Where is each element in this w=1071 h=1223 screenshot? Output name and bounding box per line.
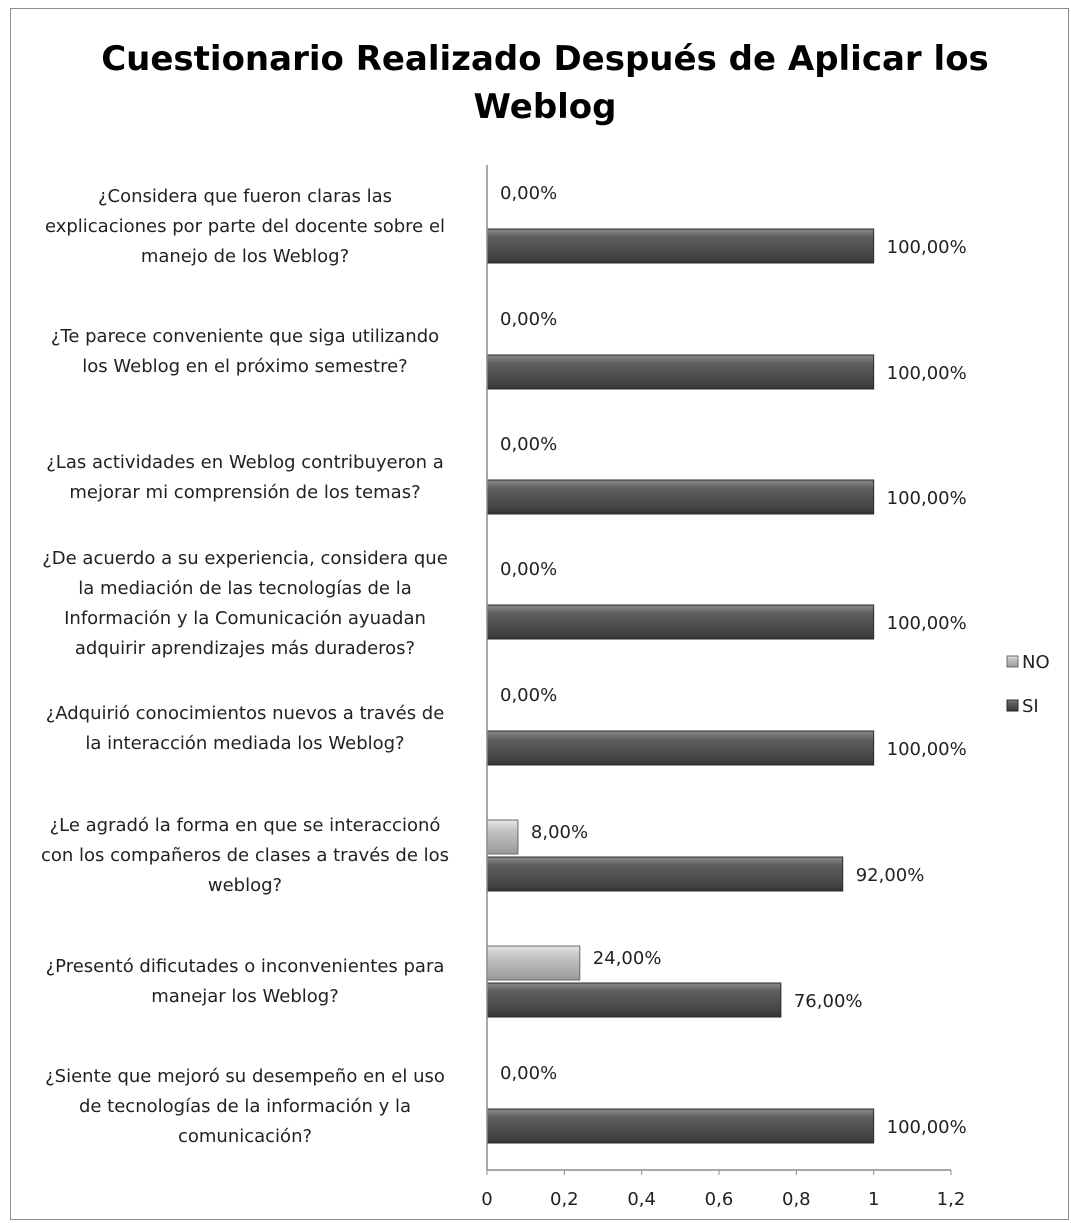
bar-no-7 [486,945,581,981]
data-label-no-3: 0,00% [500,434,557,455]
data-label-si-2: 100,00% [887,363,967,384]
chart-title-line-2: Weblog [473,87,616,127]
category-label-line: weblog? [208,875,282,896]
data-label-no-4: 0,00% [500,559,557,580]
category-label-line: ¿Presentó dificutades o inconvenientes p… [46,956,445,977]
legend-swatch [1006,655,1019,668]
category-label-line: ¿Adquirió conocimientos nuevos a través … [46,703,445,724]
bar-si-3 [486,479,875,515]
category-label-line: mejorar mi comprensión de los temas? [69,482,420,503]
data-label-si-5: 100,00% [887,739,967,760]
legend-swatch [1006,699,1019,712]
data-label-no-1: 0,00% [500,183,557,204]
category-label-line: comunicación? [178,1126,312,1147]
category-label-line: ¿Siente que mejoró su desempeño en el us… [45,1066,445,1087]
category-label-5: ¿Adquirió conocimientos nuevos a través … [46,703,445,754]
category-label-line: la interacción mediada los Weblog? [85,733,404,754]
category-label-3: ¿Las actividades en Weblog contribuyeron… [46,452,444,503]
bar-si-6 [486,856,844,892]
x-tick-label: 1,2 [937,1189,966,1210]
category-label-line: ¿Considera que fueron claras las [98,186,392,207]
bars: 100,00% 0,00% 100,00% 0,00% 100,00% 0,00% 100,… [486,183,967,1144]
data-label-si-6: 92,00% [856,865,925,886]
data-label-no-6: 8,00% [531,822,588,843]
bar-si-7 [486,982,782,1018]
data-label-si-4: 100,00% [887,613,967,634]
data-label-si-8: 100,00% [887,1117,967,1138]
x-tick-label: 0,6 [705,1189,734,1210]
bar-si-2 [486,354,875,390]
category-label-line: ¿De acuerdo a su experiencia, considera … [42,548,448,569]
category-labels: ¿Considera que fueron claras las explicac… [41,186,449,1147]
bar-si-4 [486,604,875,640]
category-label-line: ¿Te parece conveniente que siga utilizan… [51,326,439,347]
bar-si-1 [486,228,875,264]
category-label-1: ¿Considera que fueron claras las explicac… [45,186,445,267]
data-label-si-7: 76,00% [794,991,863,1012]
x-tick-label: 0 [481,1189,492,1210]
x-axis: 0 0,2 0,4 0,6 0,8 1 1,2 [481,165,965,1210]
bar-si-8 [486,1108,875,1144]
category-label-line: la mediación de las tecnologías de la [78,578,411,599]
category-label-line: adquirir aprendizajes más duraderos? [75,638,415,659]
data-label-no-5: 0,00% [500,685,557,706]
legend-item-si: SI [1006,696,1039,717]
data-label-no-2: 0,00% [500,309,557,330]
category-label-line: manejo de los Weblog? [141,246,349,267]
category-label-6: ¿Le agradó la forma en que se interaccio… [41,815,449,896]
category-label-line: los Weblog en el próximo semestre? [82,356,407,377]
legend: NO SI [1006,652,1050,717]
category-label-line: Información y la Comunicación ayuadan [64,608,426,629]
chart-title: Cuestionario Realizado Después de Aplica… [101,39,989,127]
legend-item-no: NO [1006,652,1050,673]
legend-label: NO [1022,652,1050,673]
category-label-line: ¿Le agradó la forma en que se interaccio… [50,815,441,836]
x-tick-label: 0,2 [550,1189,579,1210]
category-label-4: ¿De acuerdo a su experiencia, considera … [42,548,448,659]
bar-si-5 [486,730,875,766]
category-label-8: ¿Siente que mejoró su desempeño en el us… [45,1066,445,1147]
category-label-line: explicaciones por parte del docente sobr… [45,216,445,237]
data-label-si-1: 100,00% [887,237,967,258]
category-label-line: ¿Las actividades en Weblog contribuyeron… [46,452,444,473]
x-tick-label: 0,8 [782,1189,811,1210]
category-label-line: con los compañeros de clases a través de… [41,845,449,866]
bar-no-6 [486,819,519,855]
legend-label: SI [1022,696,1039,717]
x-tick-label: 1 [868,1189,879,1210]
data-label-si-3: 100,00% [887,488,967,509]
category-label-line: de tecnologías de la información y la [79,1096,411,1117]
chart-title-line-1: Cuestionario Realizado Después de Aplica… [101,39,989,79]
category-label-2: ¿Te parece conveniente que siga utilizan… [51,326,439,377]
data-label-no-7: 24,00% [593,948,662,969]
category-label-7: ¿Presentó dificutades o inconvenientes p… [46,956,445,1007]
category-label-line: manejar los Weblog? [151,986,339,1007]
x-tick-label: 0,4 [627,1189,656,1210]
data-label-no-8: 0,00% [500,1063,557,1084]
